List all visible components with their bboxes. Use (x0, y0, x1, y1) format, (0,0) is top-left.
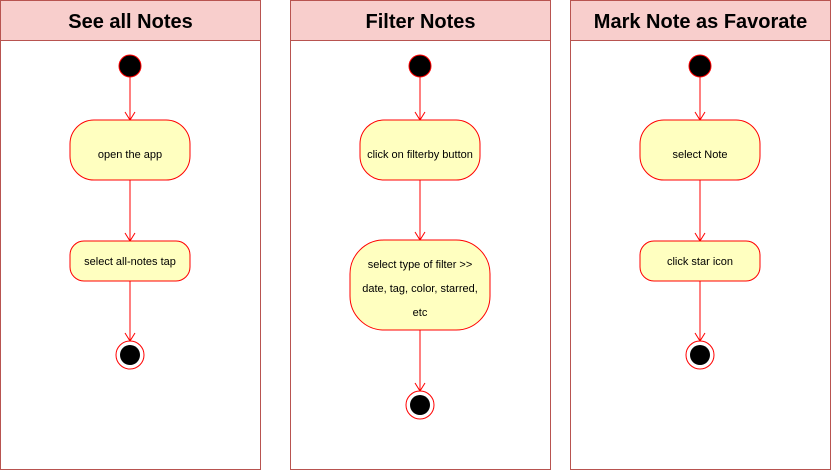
action-label: open the app (98, 149, 162, 161)
lane-title: Filter Notes (365, 11, 475, 33)
lane-title: See all Notes (68, 11, 193, 33)
lane-title: Mark Note as Favorate (594, 11, 807, 33)
action-label: select Note (672, 149, 727, 161)
lane-header (0, 0, 261, 41)
action-label: click on filterby button (367, 149, 473, 161)
action-label: etc (413, 307, 428, 319)
start-node (688, 54, 712, 78)
end-node-core (690, 345, 710, 365)
lane-filter-notes: Filter Notes click on filterby button se… (290, 0, 551, 470)
action-label: select type of filter >> (368, 259, 473, 271)
end-node-core (410, 395, 430, 415)
action-label: select all-notes tap (84, 256, 176, 268)
action-label: date, tag, color, starred, (362, 283, 478, 295)
end-node (405, 390, 435, 420)
start-node (118, 54, 142, 78)
end-node (685, 340, 715, 370)
action-label: click star icon (667, 256, 733, 268)
lane-mark-note-favorite: Mark Note as Favorate select Note click … (570, 0, 831, 470)
lane-header (570, 0, 831, 41)
lane-header (290, 0, 551, 41)
lane-see-all-notes: See all Notes open the app select all-no… (0, 0, 261, 470)
end-node (115, 340, 145, 370)
end-node-core (120, 345, 140, 365)
start-node (408, 54, 432, 78)
